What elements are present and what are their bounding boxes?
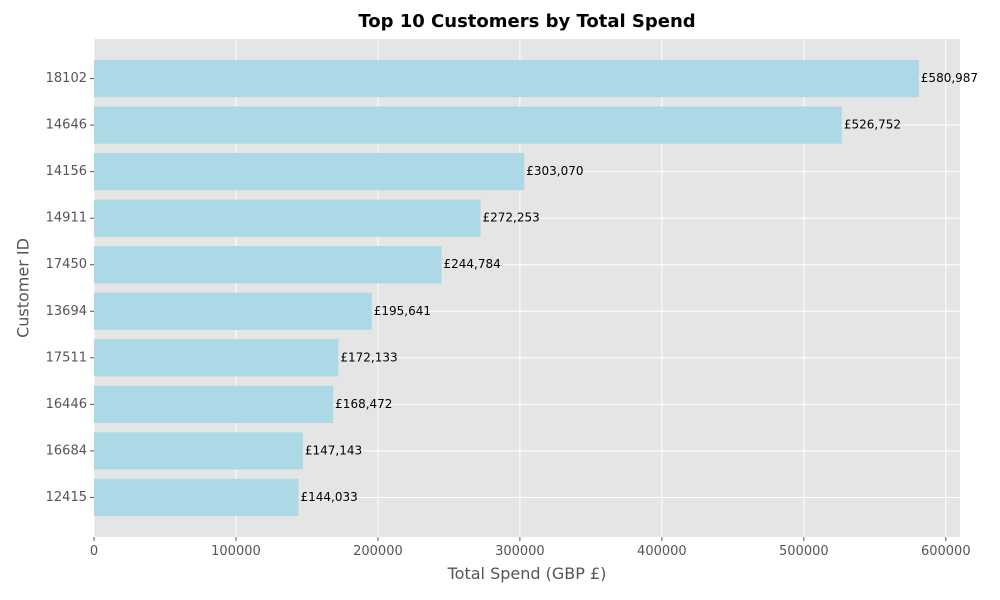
bar (94, 478, 299, 517)
y-tick-label: 17511 (46, 350, 87, 365)
x-tick-label: 400000 (637, 544, 687, 559)
y-tick-label: 13694 (46, 304, 87, 319)
x-tick-label: 0 (90, 544, 98, 559)
chart-title: Top 10 Customers by Total Spend (358, 11, 696, 32)
bar-value-label: £272,253 (483, 211, 540, 225)
bar (94, 292, 372, 330)
y-tick-label: 17450 (46, 257, 87, 272)
x-tick-label: 500000 (779, 544, 829, 559)
y-tick-label: 12415 (46, 490, 87, 505)
bar-value-label: £168,472 (335, 397, 392, 411)
y-tick-label: 16684 (46, 443, 87, 458)
x-tick-label: 100000 (211, 544, 261, 559)
x-tick-label: 200000 (353, 544, 403, 559)
y-tick-label: 14911 (46, 211, 87, 226)
x-tick-label: 300000 (495, 544, 545, 559)
bar-value-label: £526,752 (844, 118, 901, 132)
y-tick-label: 16446 (46, 397, 87, 412)
bar (94, 339, 339, 377)
bar-value-label: £147,143 (305, 443, 362, 457)
bar (94, 432, 303, 470)
bar (94, 106, 842, 144)
bar-value-label: £195,641 (374, 304, 431, 318)
y-tick-label: 18102 (46, 71, 87, 86)
x-axis-label: Total Spend (GBP £) (447, 564, 607, 583)
bar (94, 246, 442, 284)
bar-value-label: £580,987 (921, 71, 978, 85)
x-tick-label: 600000 (921, 544, 971, 559)
bar-value-label: £303,070 (526, 164, 583, 178)
bar (94, 59, 919, 98)
y-axis-label: Customer ID (13, 238, 33, 338)
y-tick-label: 14646 (46, 118, 87, 133)
y-tick-label: 14156 (46, 164, 87, 179)
bar (94, 199, 481, 237)
bar (94, 153, 525, 191)
bar-value-label: £172,133 (340, 350, 397, 364)
bar-value-label: £244,784 (444, 257, 501, 271)
bar-value-label: £144,033 (300, 490, 357, 504)
bar (94, 385, 334, 423)
